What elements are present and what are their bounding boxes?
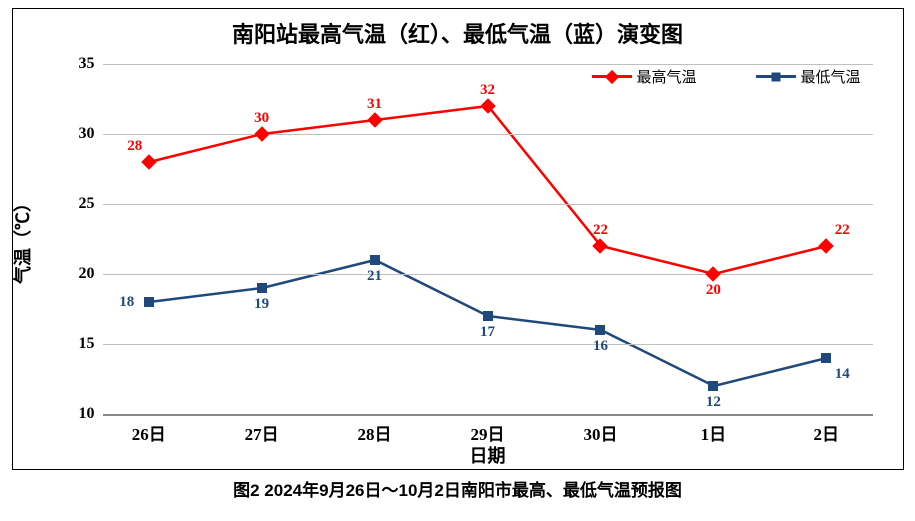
xtick-label: 30日	[583, 420, 617, 445]
gridline	[103, 274, 873, 275]
data-label: 16	[593, 338, 608, 355]
data-label: 31	[367, 96, 382, 113]
chart-title: 南阳站最高气温（红）、最低气温（蓝）演变图	[13, 9, 903, 49]
gridline	[103, 64, 873, 65]
data-label: 14	[835, 366, 850, 383]
gridline	[103, 134, 873, 135]
x-axis-title: 日期	[470, 442, 506, 468]
data-label: 19	[254, 296, 269, 313]
xtick-label: 1日	[701, 420, 727, 445]
square-icon	[821, 353, 831, 363]
xtick-label: 29日	[471, 420, 505, 445]
xtick-label: 26日	[132, 420, 166, 445]
square-icon	[144, 297, 154, 307]
series-line	[149, 260, 827, 386]
ytick-label: 15	[79, 335, 95, 353]
data-label: 18	[119, 294, 134, 311]
ytick-label: 35	[79, 55, 95, 73]
series-line	[149, 106, 827, 274]
gridline	[103, 204, 873, 205]
square-icon	[257, 283, 267, 293]
data-label: 20	[706, 282, 721, 299]
ytick-label: 30	[79, 125, 95, 143]
xtick-label: 27日	[245, 420, 279, 445]
xtick-label: 2日	[814, 420, 840, 445]
data-label: 17	[480, 324, 495, 341]
square-icon	[483, 311, 493, 321]
ytick-label: 20	[79, 265, 95, 283]
ytick-label: 10	[79, 405, 95, 423]
chart-container: 南阳站最高气温（红）、最低气温（蓝）演变图 气温（℃） 日期 最高气温 最低气温…	[12, 8, 904, 470]
gridline	[103, 344, 873, 345]
plot-area: 气温（℃） 日期 最高气温 最低气温 10152025303526日27日28日…	[103, 64, 873, 416]
data-label: 28	[127, 138, 142, 155]
data-label: 22	[835, 222, 850, 239]
square-icon	[595, 325, 605, 335]
square-icon	[708, 381, 718, 391]
figure-caption: 图2 2024年9月26日～10月2日南阳市最高、最低气温预报图	[0, 476, 915, 501]
y-axis-title: 气温（℃）	[9, 194, 35, 284]
xtick-label: 28日	[358, 420, 392, 445]
square-icon	[370, 255, 380, 265]
data-label: 12	[706, 394, 721, 411]
data-label: 32	[480, 82, 495, 99]
chart-lines-svg	[103, 64, 873, 414]
data-label: 21	[367, 268, 382, 285]
data-label: 22	[593, 222, 608, 239]
data-label: 30	[254, 110, 269, 127]
ytick-label: 25	[79, 195, 95, 213]
